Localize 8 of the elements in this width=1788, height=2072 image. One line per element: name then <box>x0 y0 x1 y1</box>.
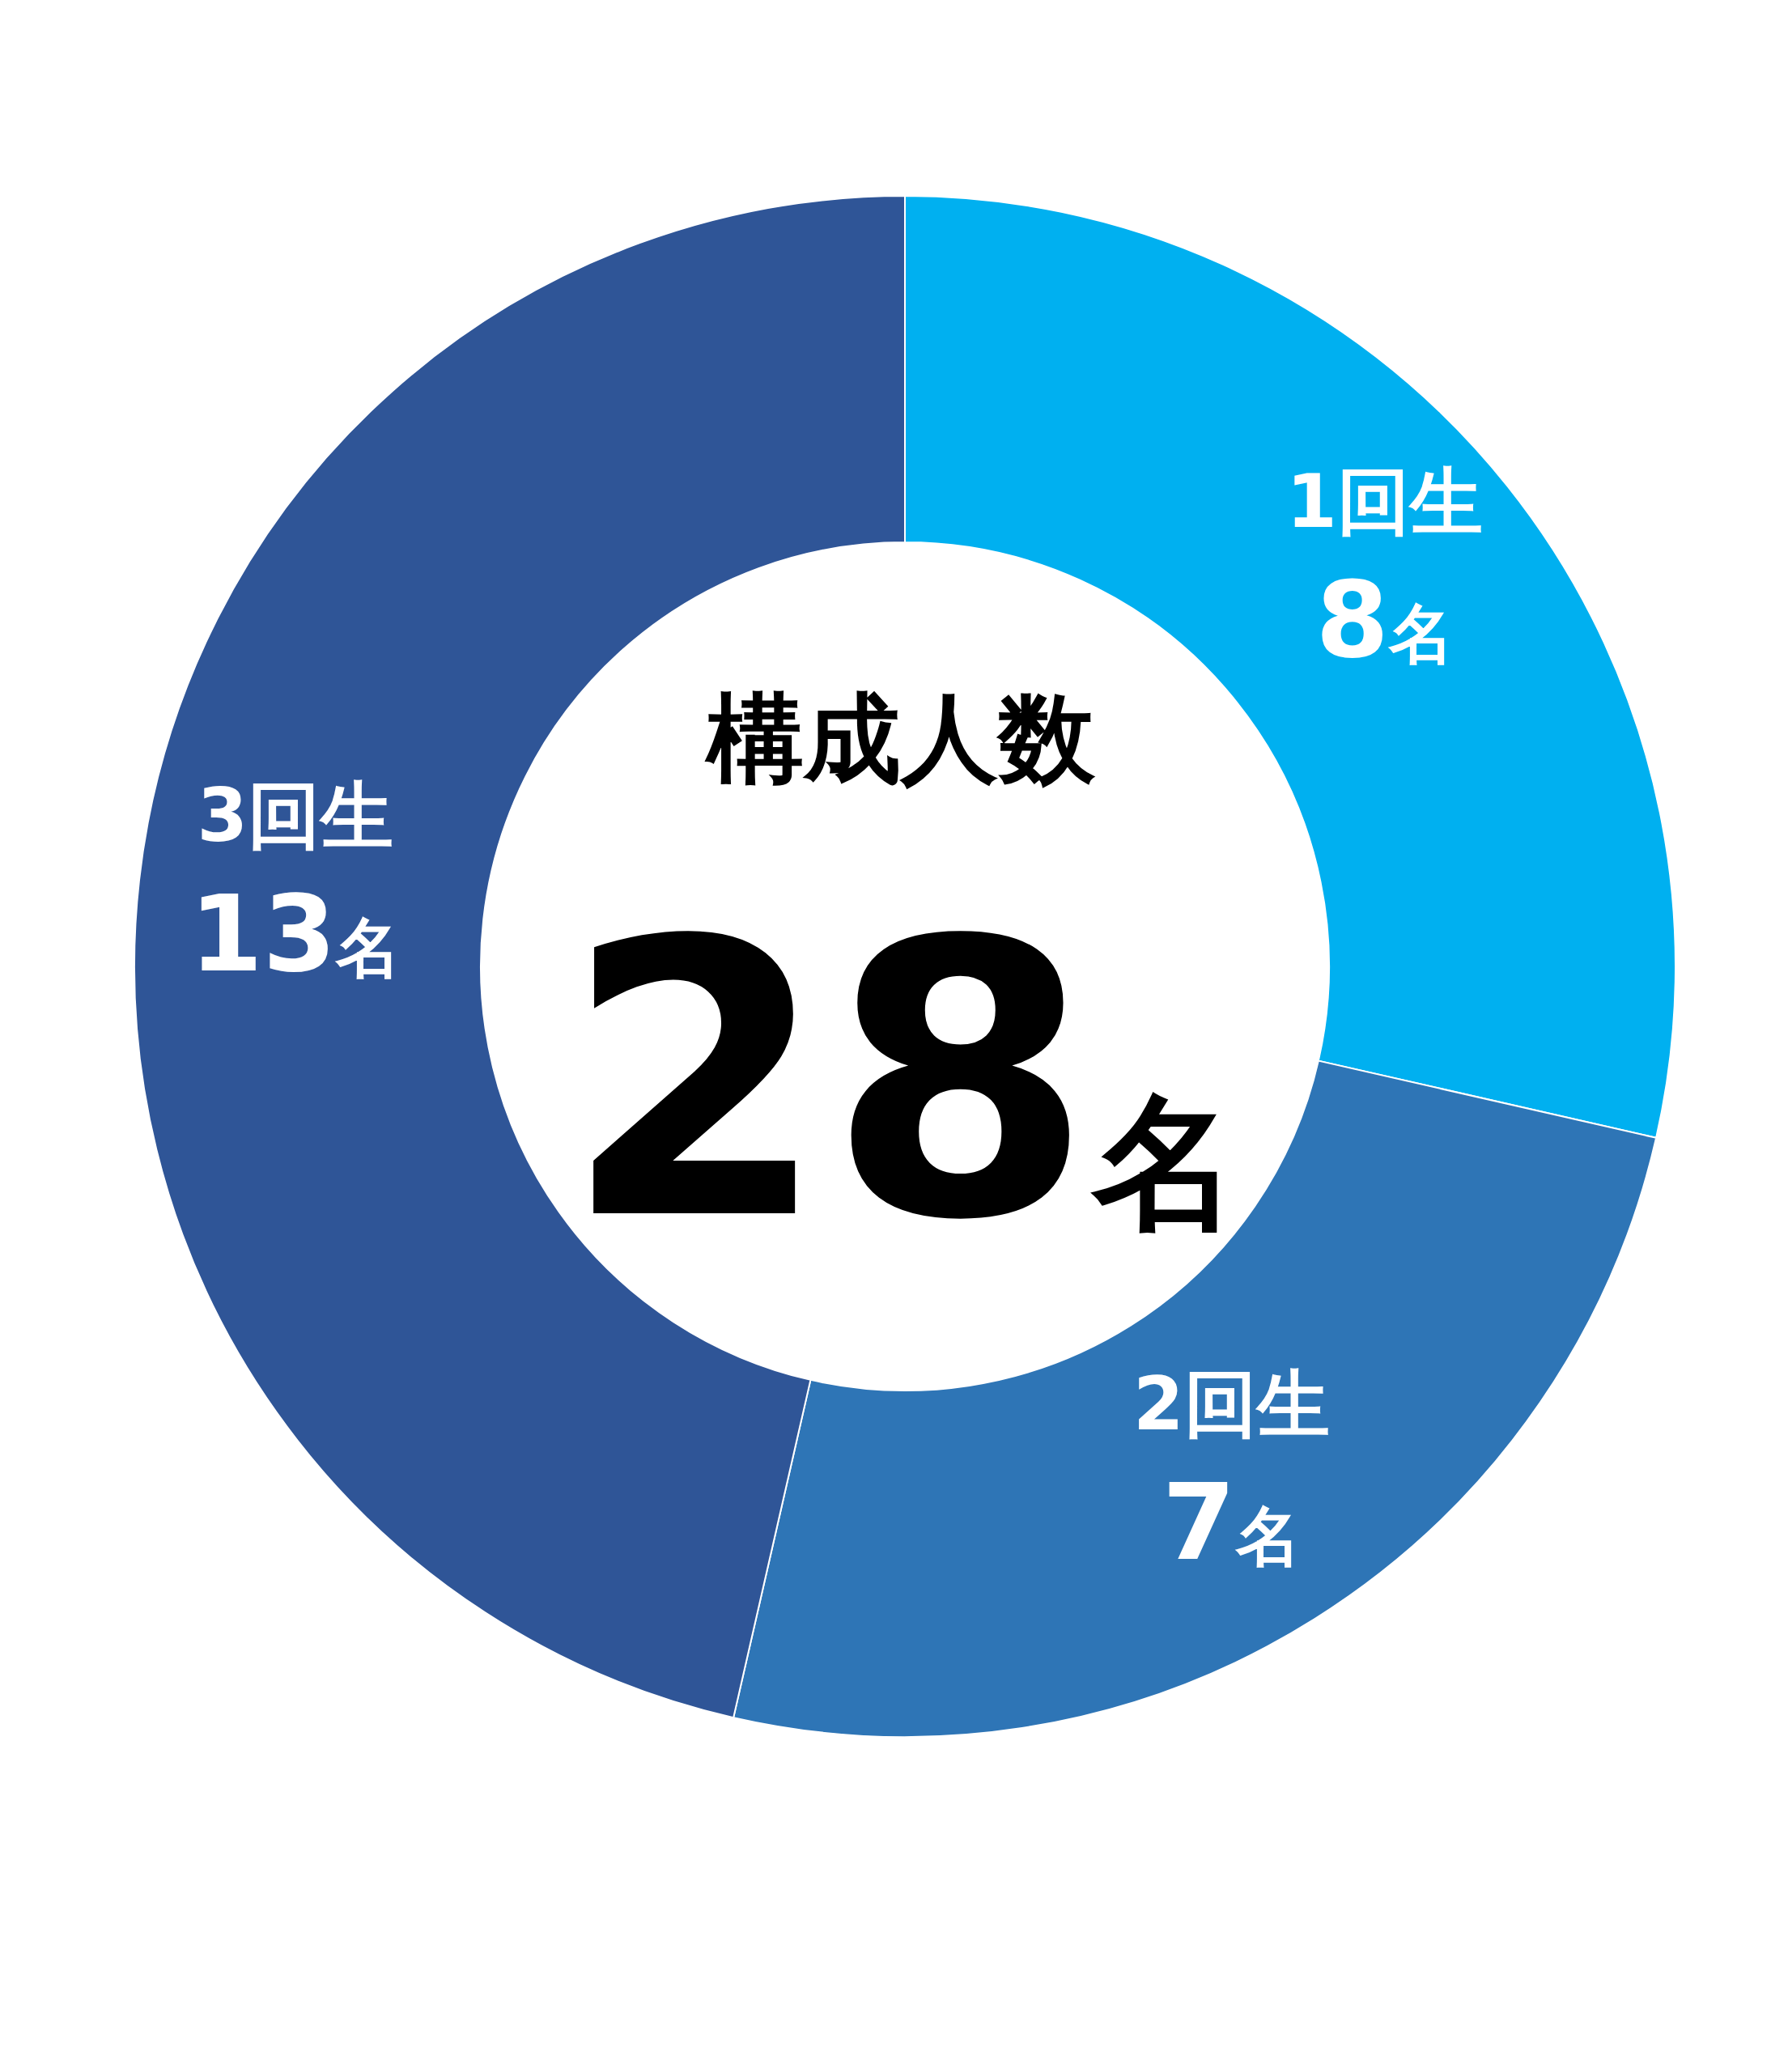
data-label: 13名 <box>189 873 401 996</box>
slice-label: 3回生 <box>197 773 394 859</box>
data-label: 8名 <box>1315 558 1454 682</box>
text: 構成人数 <box>704 682 1096 795</box>
slice-label: 2回生 <box>1132 1361 1330 1446</box>
data-label: 7名 <box>1162 1460 1301 1584</box>
text: 28名 <box>563 860 1239 1303</box>
slice-label: 1回生 <box>1286 459 1483 545</box>
